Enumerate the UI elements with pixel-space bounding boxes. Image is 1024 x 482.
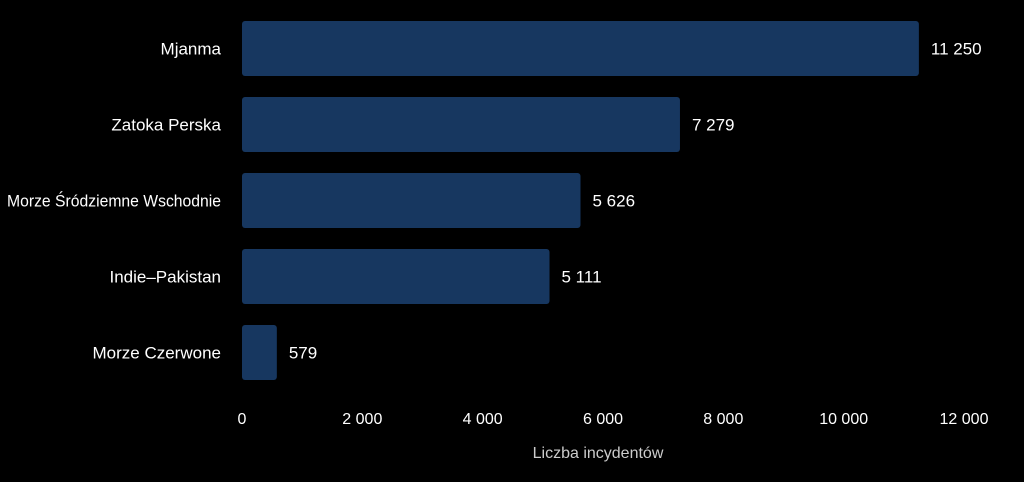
category-label: Mjanma — [161, 40, 222, 59]
bar — [242, 21, 919, 76]
bar — [242, 97, 680, 152]
x-tick-label: 8 000 — [703, 411, 743, 428]
x-axis-title: Liczba incydentów — [533, 445, 664, 462]
category-label: Morze Śródziemne Wschodnie — [7, 192, 221, 211]
value-label: 11 250 — [931, 40, 982, 59]
value-label: 7 279 — [692, 116, 735, 135]
x-tick-label: 2 000 — [342, 411, 382, 428]
x-tick-label: 4 000 — [463, 411, 503, 428]
category-label: Indie–Pakistan — [109, 268, 221, 287]
x-tick-label: 6 000 — [583, 411, 623, 428]
value-label: 5 626 — [592, 192, 635, 211]
bar — [242, 173, 581, 228]
x-tick-labels-group: 0 2 000 4 000 6 000 8 000 10 000 12 000 — [238, 411, 989, 428]
bars-group — [242, 21, 919, 380]
value-label: 5 111 — [562, 268, 602, 287]
bar — [242, 249, 550, 304]
bar — [242, 325, 277, 380]
category-label: Morze Czerwone — [93, 344, 222, 363]
x-tick-label: 0 — [238, 411, 247, 428]
x-tick-label: 10 000 — [819, 411, 868, 428]
value-label: 579 — [289, 344, 317, 363]
category-labels-group: Mjanma Zatoka Perska Morze Śródziemne Wsch… — [7, 40, 222, 363]
category-label: Zatoka Perska — [111, 116, 221, 135]
value-labels-group: 11 250 7 279 5 626 5 111 579 — [289, 40, 982, 363]
x-tick-label: 12 000 — [940, 411, 989, 428]
